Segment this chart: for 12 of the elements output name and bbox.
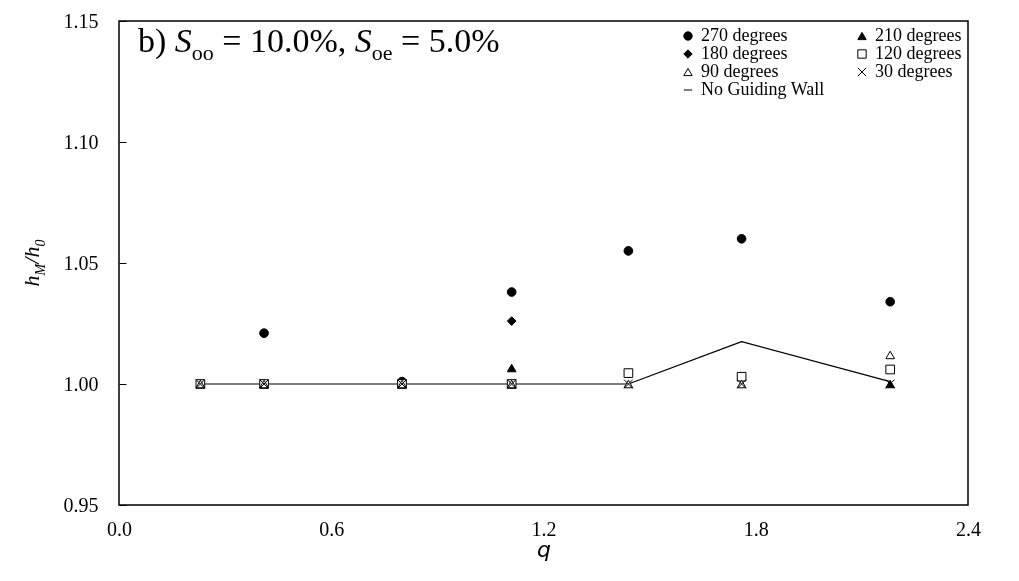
- x-tick-label: 0.0: [107, 517, 132, 540]
- y-tick-label: 1.15: [63, 9, 99, 32]
- x-tick-label: 1.8: [743, 517, 769, 540]
- chart-title: b) S$_{oo}$ = 10.0%, S$_{oe}$ = 5.0%: [138, 22, 500, 66]
- y-tick-label: 0.95: [63, 493, 99, 516]
- y-tick-label: 1.05: [63, 251, 99, 274]
- x-tick-label: 2.4: [956, 517, 981, 540]
- y-tick-label: 1.00: [63, 372, 99, 395]
- legend-label: 210 degrees: [875, 25, 962, 45]
- x-tick-label: 0.6: [319, 517, 345, 540]
- y-tick-label: 1.10: [63, 130, 99, 153]
- legend-label: 270 degrees: [701, 25, 788, 45]
